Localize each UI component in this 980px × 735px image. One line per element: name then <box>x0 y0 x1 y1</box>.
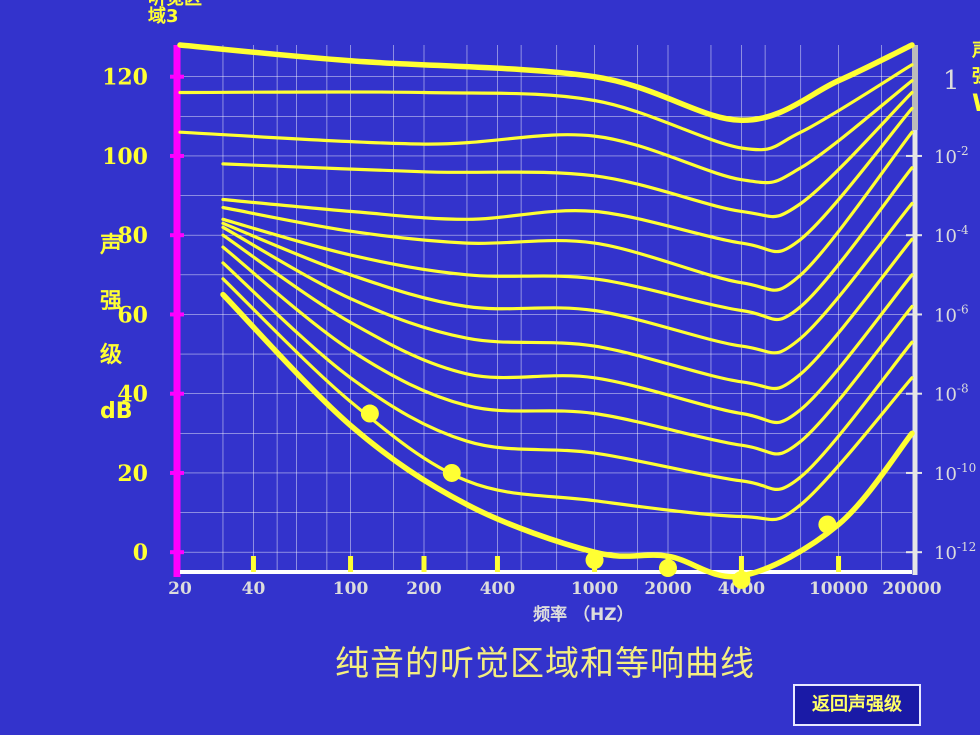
equal-loudness-curve <box>178 79 914 185</box>
clipped-unit-w: W <box>972 90 980 116</box>
right-axis-tick-label: 10-12 <box>934 540 976 564</box>
threshold-curve <box>177 42 915 124</box>
x-axis-tick-label: 20000 <box>882 579 941 599</box>
y-axis-label-char: 声 <box>99 233 122 258</box>
right-axis-tick-label: 10-10 <box>934 461 976 485</box>
equal-loudness-curve <box>221 106 914 254</box>
x-axis-tick-label: 1000 <box>571 579 618 599</box>
left-axis-tick-label: 40 <box>117 382 148 408</box>
x-axis-tick-label: 100 <box>333 579 369 599</box>
x-axis-tick-label: 400 <box>480 579 516 599</box>
clipped-title-right-line2: 强 <box>972 64 980 90</box>
data-point-marker <box>442 463 461 482</box>
return-button[interactable]: 返回声强级 <box>793 684 921 726</box>
right-axis-tick-label: 10-8 <box>934 382 969 406</box>
equal-loudness-curve <box>221 261 914 492</box>
x-axis-tick-label: 4000 <box>718 579 765 599</box>
x-axis-label: 频率 （HZ） <box>533 604 633 625</box>
clipped-title-left: 听觉区 域3 <box>148 0 202 26</box>
equal-loudness-curve <box>221 245 914 456</box>
chart-caption: 纯音的听觉区域和等响曲线 <box>335 644 755 684</box>
clipped-title-right: 声 强 W <box>972 38 980 116</box>
y-axis-label-char: 级 <box>100 342 122 368</box>
left-axis-tick-label: 100 <box>102 144 148 170</box>
threshold-curve <box>220 291 915 580</box>
y-axis-label-char: 强 <box>100 289 122 314</box>
data-point-marker <box>732 570 751 589</box>
equal-loudness-curve <box>221 130 914 292</box>
right-axis-one-label: 1 <box>943 66 960 96</box>
x-axis-tick-label: 40 <box>242 579 266 599</box>
right-axis-tick-label: 10-4 <box>934 223 969 247</box>
right-axis-tick-label: 10-2 <box>934 144 969 168</box>
equal-loudness-curve <box>221 233 914 425</box>
x-axis-tick-label: 10000 <box>809 579 868 599</box>
data-point-marker <box>818 515 837 534</box>
left-axis-tick-label: 60 <box>117 302 148 328</box>
clipped-title-right-line1: 声 <box>972 38 980 64</box>
equal-loudness-curve <box>221 225 914 391</box>
equal-loudness-curve <box>221 166 914 322</box>
equal-loudness-curve <box>221 201 914 355</box>
left-axis-tick-label: 80 <box>117 223 148 249</box>
x-axis-tick-label: 200 <box>406 579 442 599</box>
clipped-title-left-line1: 听觉区 <box>148 0 202 8</box>
left-axis-tick-label: 0 <box>133 540 148 566</box>
clipped-title-left-line2: 域3 <box>148 6 179 27</box>
y-axis-label-char: dB <box>100 399 133 424</box>
equal-loudness-curve <box>221 277 914 522</box>
left-axis-tick-label: 120 <box>102 65 148 91</box>
x-axis-tick-label: 20 <box>168 579 192 599</box>
data-point-marker <box>585 551 604 570</box>
data-point-marker <box>659 559 677 578</box>
data-point-marker <box>360 404 379 423</box>
equal-loudness-curve <box>178 63 914 152</box>
right-axis-tick-label: 10-6 <box>934 302 969 326</box>
equal-loudness-curve <box>221 90 914 219</box>
x-axis-tick-label: 2000 <box>644 579 691 599</box>
left-axis-tick-label: 20 <box>117 461 148 487</box>
